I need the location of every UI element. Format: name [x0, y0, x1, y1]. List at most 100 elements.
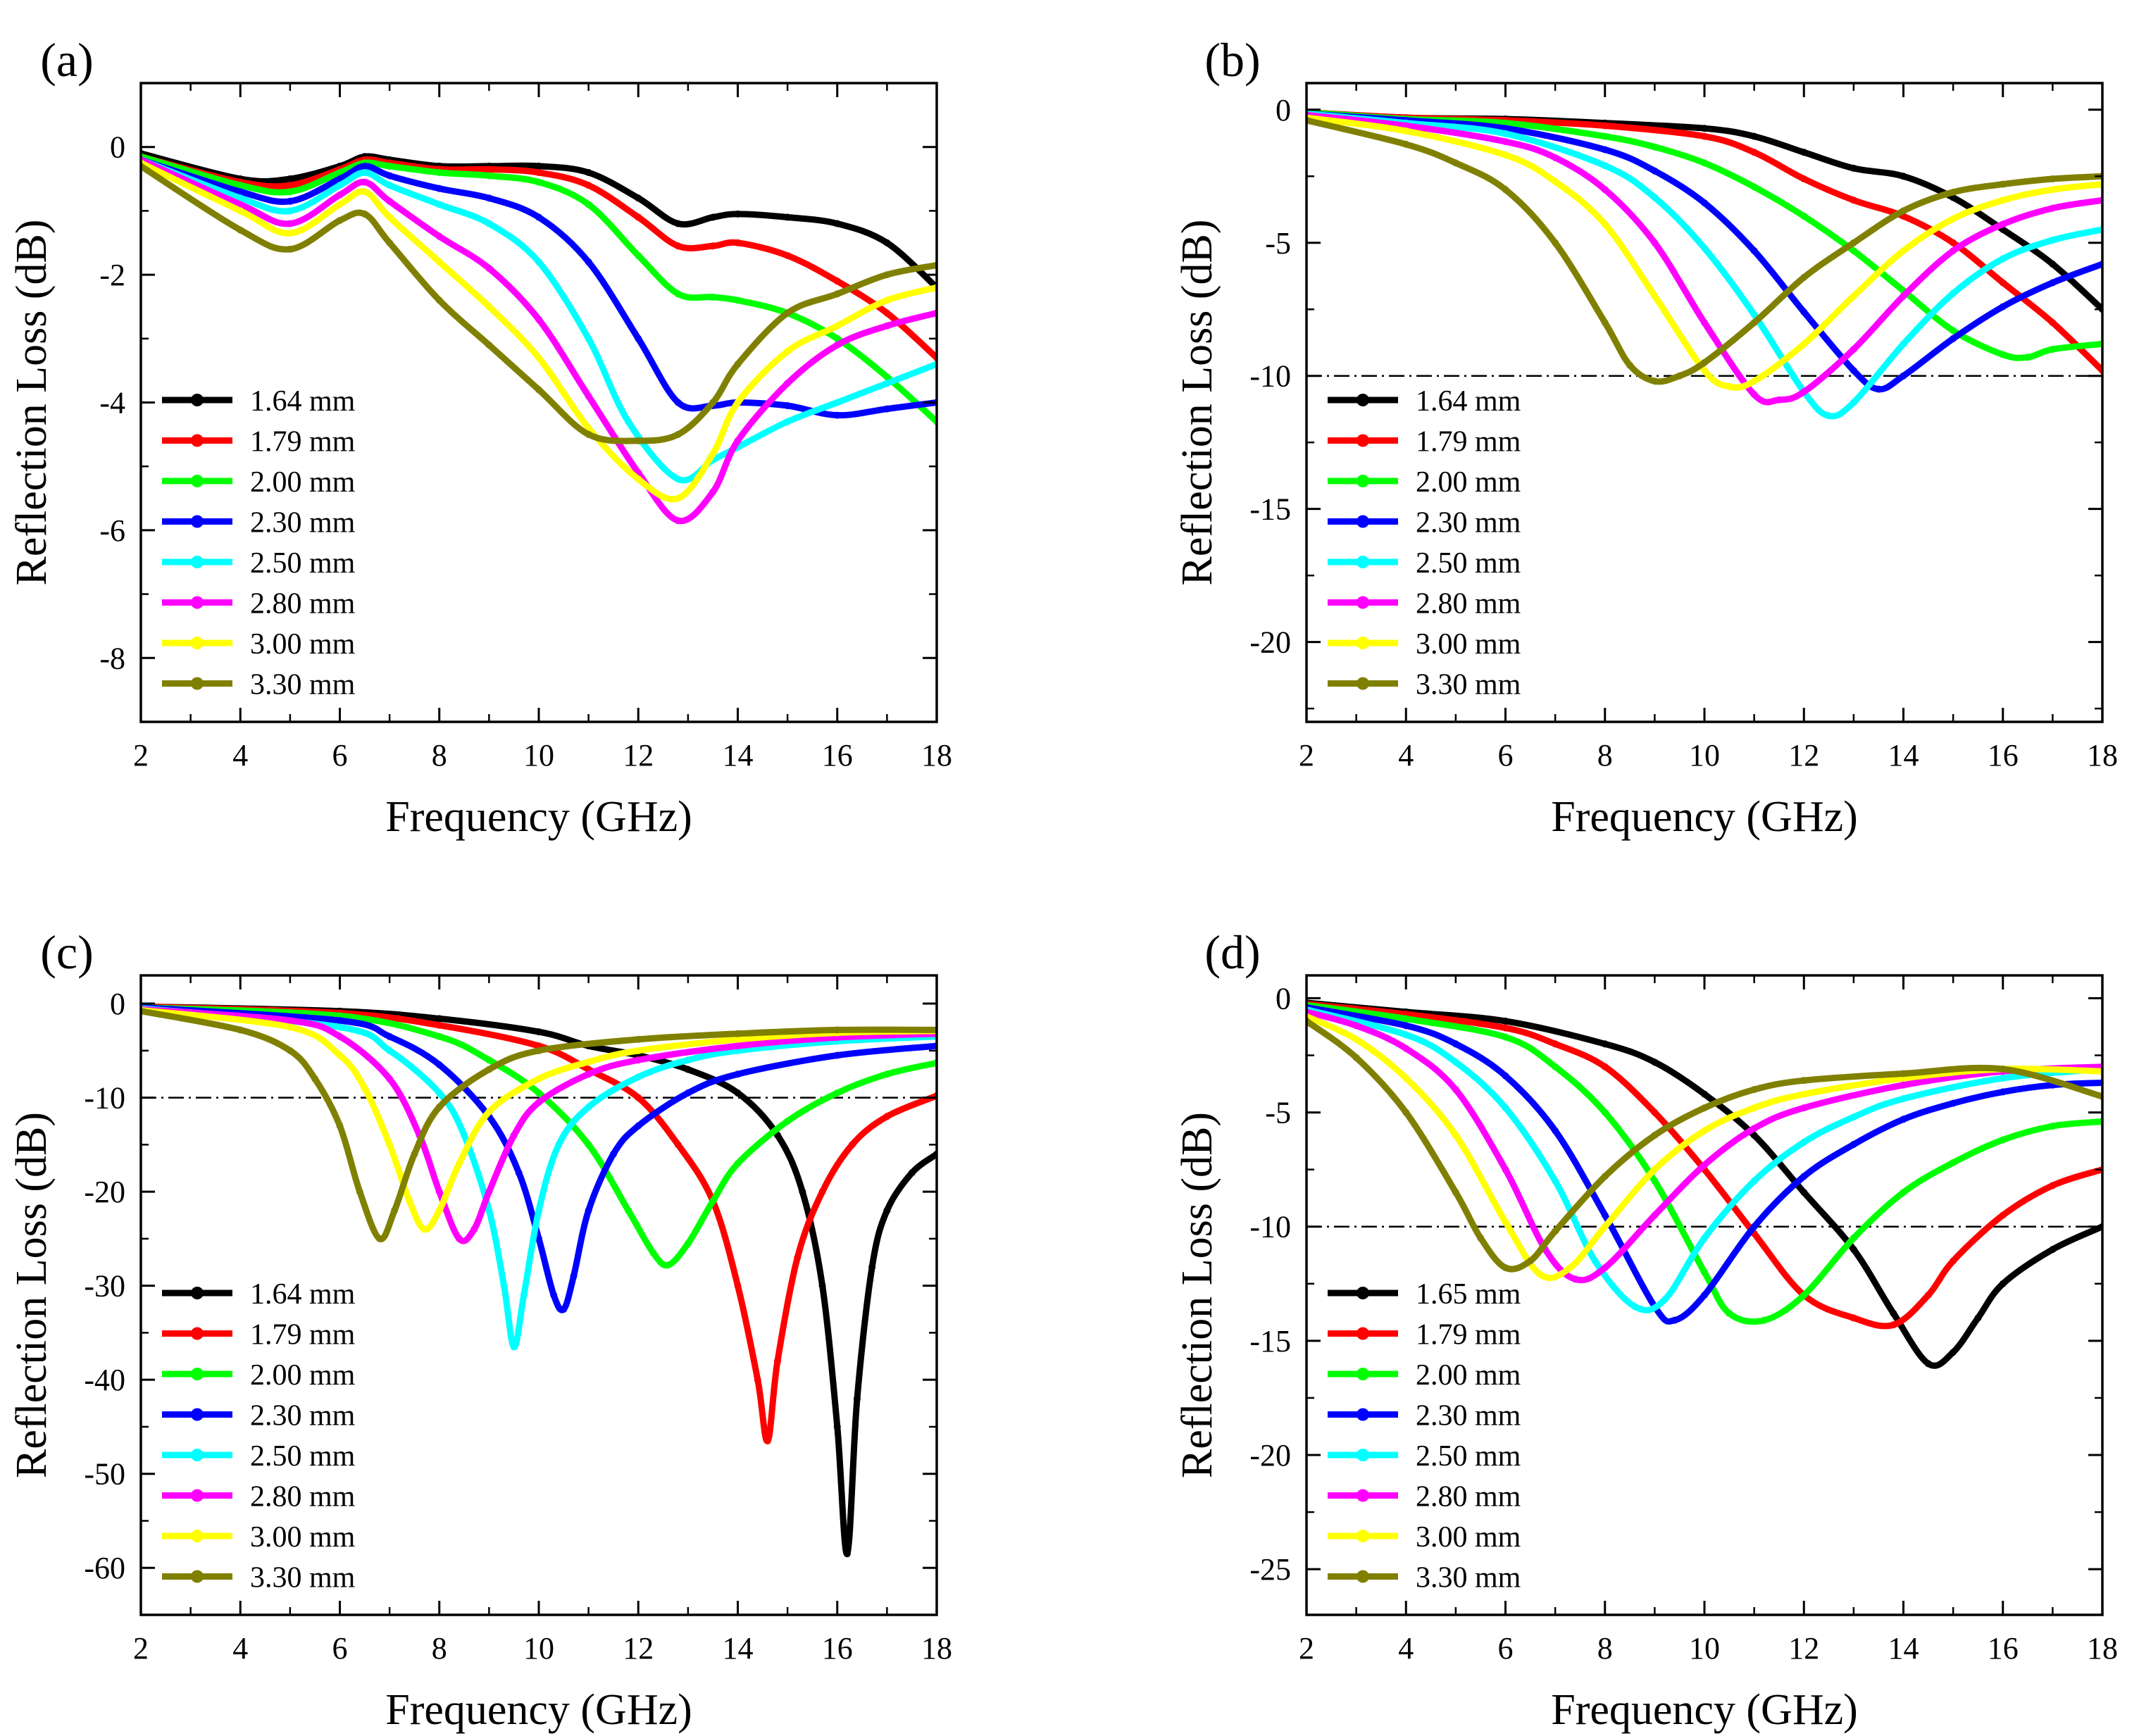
data-point: [286, 1047, 294, 1054]
data-point: [2049, 204, 2057, 212]
data-point: [2049, 345, 2057, 353]
data-point: [635, 1094, 642, 1101]
data-point: [1850, 196, 1857, 204]
data-point: [435, 1103, 443, 1111]
legend-label: 2.00 mm: [250, 466, 356, 499]
data-point: [1651, 1211, 1659, 1219]
data-point: [709, 450, 717, 458]
data-point: [684, 1089, 692, 1097]
y-tick-label: 0: [1276, 981, 1291, 1016]
data-point: [635, 251, 642, 259]
data-point: [311, 1075, 319, 1082]
data-point: [709, 488, 717, 496]
data-point: [435, 232, 443, 240]
data-point: [1701, 1104, 1708, 1112]
legend-marker: [191, 1327, 204, 1340]
legend: 1.64 mm 1.79 mm 2.00 mm 2.30 mm 2.50 mm 2.80 …: [162, 385, 356, 701]
data-point: [386, 1141, 394, 1149]
x-tick-label: 4: [232, 738, 248, 773]
x-tick-label: 6: [332, 738, 348, 773]
data-point: [833, 1051, 841, 1059]
data-point: [1760, 1316, 1768, 1324]
data-point: [336, 175, 344, 183]
data-point: [1651, 1109, 1659, 1116]
data-point: [2049, 236, 2057, 244]
data-point: [833, 1026, 841, 1034]
data-point: [1601, 146, 1609, 154]
data-point: [420, 1225, 428, 1233]
legend-marker: [191, 677, 204, 690]
x-tick-label: 10: [523, 1631, 554, 1666]
data-point: [535, 213, 542, 221]
y-tick-label: -10: [1249, 1210, 1291, 1244]
x-tick-label: 6: [1498, 1631, 1514, 1666]
legend-label: 1.79 mm: [250, 1319, 356, 1351]
data-point: [1950, 215, 1957, 223]
data-point: [734, 361, 742, 368]
y-tick-label: -15: [1249, 1324, 1291, 1359]
data-point: [485, 341, 493, 349]
legend-marker: [1357, 1368, 1369, 1380]
data-point: [1601, 162, 1609, 170]
data-point: [1502, 1264, 1509, 1272]
legend-marker: [191, 1287, 204, 1299]
data-point: [1850, 1234, 1857, 1242]
data-point: [734, 1089, 742, 1097]
data-point: [1701, 1234, 1708, 1242]
data-point: [1850, 1113, 1857, 1121]
data-point: [336, 1032, 344, 1040]
data-point: [1999, 303, 2007, 311]
data-point: [1800, 1292, 1808, 1299]
series-line-179mm: [141, 153, 937, 361]
data-point: [535, 1028, 542, 1036]
legend-marker: [1357, 394, 1369, 406]
data-point: [674, 517, 682, 525]
y-tick-label: -10: [1249, 359, 1291, 394]
data-point: [286, 245, 294, 253]
data-point: [1726, 382, 1733, 390]
x-tick-label: 12: [1788, 1631, 1819, 1666]
data-point: [555, 1141, 563, 1149]
data-point: [485, 220, 493, 227]
data-point: [833, 411, 841, 419]
data-point: [535, 168, 542, 176]
plot-data: [1307, 108, 2102, 420]
x-axis-label: Frequency (GHz): [385, 1686, 692, 1734]
data-point: [1800, 1138, 1808, 1146]
data-point: [456, 1235, 463, 1242]
data-point: [1950, 1257, 1957, 1265]
data-point: [456, 1160, 463, 1168]
data-point: [1750, 1223, 1758, 1230]
data-point: [286, 1017, 294, 1025]
data-point: [1999, 351, 2007, 358]
data-point: [1999, 1065, 2007, 1073]
data-point: [237, 1026, 244, 1034]
data-point: [1502, 1104, 1509, 1112]
x-tick-label: 12: [1788, 738, 1819, 773]
data-point: [435, 1021, 443, 1029]
y-tick-label: -5: [1265, 226, 1291, 261]
data-point: [908, 1169, 916, 1177]
y-tick-label: -30: [84, 1269, 125, 1304]
x-tick-label: 16: [1988, 738, 2019, 773]
x-tick-label: 2: [133, 738, 149, 773]
legend-label: 2.00 mm: [1416, 466, 1521, 499]
x-tick-label: 18: [2087, 738, 2118, 773]
data-point: [435, 1089, 443, 1097]
legend-label: 1.64 mm: [250, 1278, 356, 1311]
data-point: [435, 1032, 443, 1040]
data-point: [1502, 186, 1509, 194]
data-point: [1800, 1173, 1808, 1180]
data-point: [336, 182, 344, 189]
data-point: [237, 182, 244, 189]
data-point: [1850, 1314, 1857, 1322]
data-point: [386, 1032, 394, 1040]
data-point: [635, 1073, 642, 1081]
data-point: [649, 1249, 657, 1256]
data-point: [535, 258, 542, 266]
x-tick-label: 14: [723, 738, 754, 773]
data-point: [1452, 159, 1459, 167]
data-point: [2024, 354, 2032, 361]
data-point: [485, 166, 493, 173]
